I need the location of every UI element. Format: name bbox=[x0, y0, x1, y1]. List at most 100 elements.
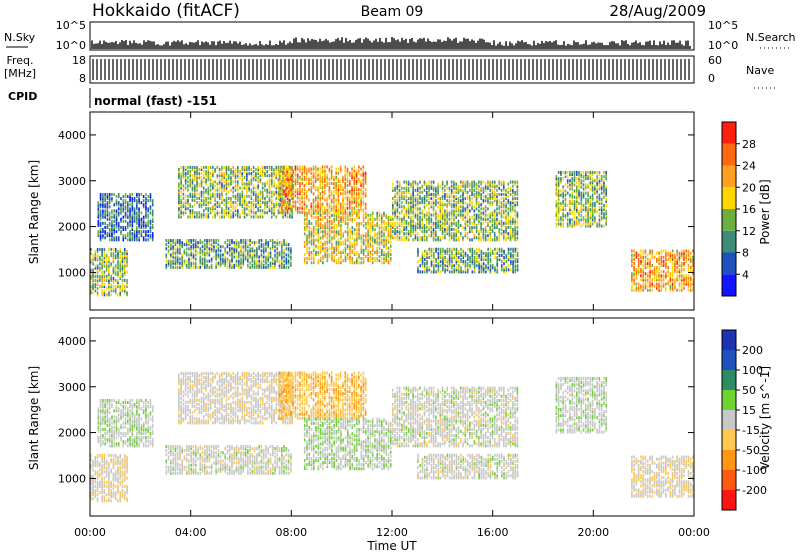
power-cell bbox=[189, 209, 191, 212]
power-cell bbox=[113, 209, 115, 212]
power-cell bbox=[437, 183, 439, 186]
power-cell bbox=[109, 205, 111, 208]
power-cell bbox=[221, 172, 223, 175]
power-cell bbox=[240, 258, 242, 261]
power-cell bbox=[101, 258, 103, 261]
power-cell bbox=[206, 260, 208, 263]
power-cell bbox=[424, 254, 426, 257]
power-cell bbox=[106, 254, 108, 257]
power-cell bbox=[462, 250, 464, 253]
power-cell bbox=[115, 264, 117, 267]
power-cell bbox=[266, 166, 268, 169]
power-cell bbox=[447, 258, 449, 261]
power-cell bbox=[92, 254, 94, 257]
power-cell bbox=[478, 248, 480, 251]
power-cell bbox=[356, 257, 358, 260]
power-cell bbox=[210, 166, 212, 169]
power-cell bbox=[109, 238, 111, 241]
power-cell bbox=[489, 226, 491, 229]
power-cell bbox=[433, 264, 435, 267]
power-cell bbox=[417, 187, 419, 190]
power-cell bbox=[426, 260, 428, 263]
power-cell bbox=[419, 236, 421, 239]
power-cell bbox=[351, 201, 353, 204]
power-cell bbox=[421, 185, 423, 188]
power-cell bbox=[338, 257, 340, 260]
power-cell bbox=[376, 257, 378, 260]
power-cell bbox=[508, 226, 510, 229]
power-cell bbox=[510, 220, 512, 223]
power-cell bbox=[288, 203, 290, 206]
power-cell bbox=[206, 239, 208, 242]
power-cell bbox=[408, 230, 410, 233]
power-cell bbox=[188, 253, 190, 256]
power-cell bbox=[279, 203, 281, 206]
power-cell bbox=[333, 234, 335, 237]
power-cell bbox=[206, 264, 208, 267]
power-cell bbox=[172, 245, 174, 248]
power-cell bbox=[126, 291, 128, 294]
power-cell bbox=[481, 262, 483, 265]
power-cell bbox=[104, 230, 106, 233]
power-cell bbox=[342, 192, 344, 195]
power-cell bbox=[283, 249, 285, 252]
power-cell bbox=[315, 228, 317, 231]
power-cell bbox=[512, 218, 514, 221]
power-cell bbox=[255, 203, 257, 206]
power-cell bbox=[198, 168, 200, 171]
power-cell bbox=[166, 239, 168, 242]
power-cell bbox=[370, 234, 372, 237]
power-cell bbox=[374, 251, 376, 254]
power-cell bbox=[453, 218, 455, 221]
power-cell bbox=[113, 248, 115, 251]
power-cell bbox=[417, 266, 419, 269]
freq-series bbox=[93, 59, 689, 80]
power-cell bbox=[247, 264, 249, 267]
power-cell bbox=[281, 241, 283, 244]
power-cell bbox=[267, 251, 269, 254]
power-cell bbox=[143, 195, 145, 198]
power-cell bbox=[189, 166, 191, 169]
power-cell bbox=[313, 172, 315, 175]
power-cell bbox=[152, 199, 154, 202]
power-cell bbox=[248, 205, 250, 208]
power-cell bbox=[517, 201, 519, 204]
power-cell bbox=[290, 262, 292, 265]
power-cell bbox=[92, 269, 94, 272]
power-cell bbox=[248, 166, 250, 169]
power-cell bbox=[183, 201, 185, 204]
power-cell bbox=[228, 182, 230, 185]
power-cell bbox=[219, 201, 221, 204]
power-cell bbox=[126, 271, 128, 274]
power-cell bbox=[471, 226, 473, 229]
power-cell bbox=[172, 260, 174, 263]
power-cell bbox=[419, 270, 421, 273]
power-cell bbox=[487, 214, 489, 217]
power-cell bbox=[201, 166, 203, 169]
power-cell bbox=[417, 214, 419, 217]
power-cell bbox=[349, 212, 351, 215]
power-cell bbox=[483, 218, 485, 221]
power-cell bbox=[317, 174, 319, 177]
power-cell bbox=[508, 207, 510, 210]
power-cell bbox=[261, 253, 263, 256]
power-cell bbox=[351, 243, 353, 246]
power-cell bbox=[147, 199, 149, 202]
power-cell bbox=[281, 165, 283, 168]
power-cell bbox=[143, 199, 145, 202]
power-cell bbox=[315, 186, 317, 189]
power-cell bbox=[399, 203, 401, 206]
power-cell bbox=[270, 262, 272, 265]
power-cell bbox=[367, 218, 369, 221]
power-cell bbox=[361, 234, 363, 237]
power-cell bbox=[426, 226, 428, 229]
power-cell bbox=[335, 198, 337, 201]
power-cell bbox=[415, 212, 417, 215]
power-cell bbox=[115, 279, 117, 282]
power-cell bbox=[327, 241, 329, 244]
power-cell bbox=[264, 182, 266, 185]
power-cell bbox=[104, 264, 106, 267]
power-cell bbox=[113, 236, 115, 239]
power-cell bbox=[367, 257, 369, 260]
power-cell bbox=[363, 196, 365, 199]
